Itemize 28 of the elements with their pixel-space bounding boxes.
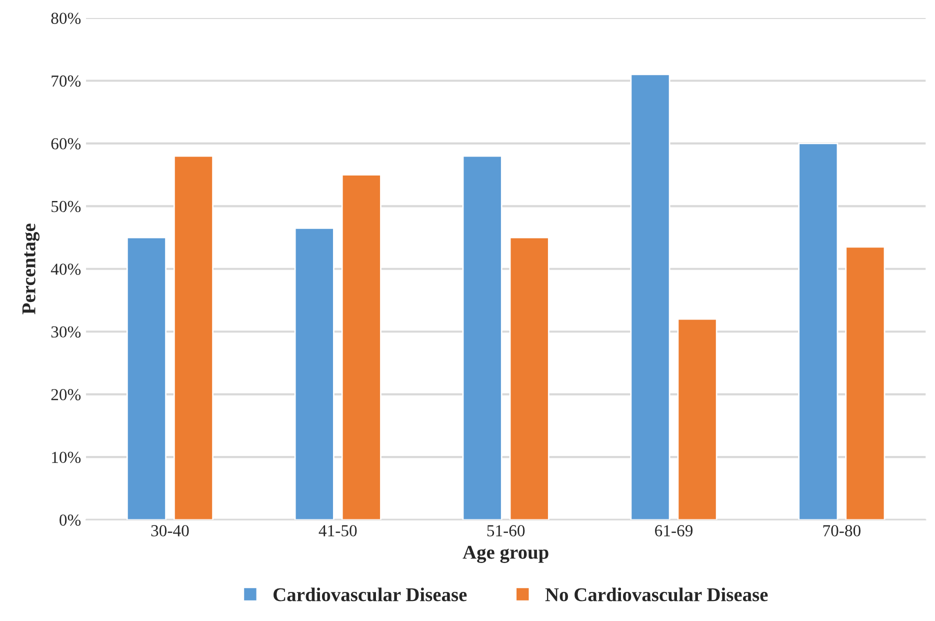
bar [630, 74, 670, 520]
legend-label: Cardiovascular Disease [274, 588, 467, 602]
y-tick-label: 0% [60, 514, 81, 526]
y-tick-label: 80% [51, 12, 81, 24]
bar [126, 236, 166, 520]
bar [341, 174, 382, 520]
y-axis-title: Percentage [22, 224, 40, 314]
x-tick-label: 70-80 [823, 525, 860, 536]
y-tick-label: 70% [52, 75, 81, 87]
x-tick-label: 51-60 [487, 525, 525, 536]
y-tick-label: 60% [51, 138, 81, 150]
y-tick-label: 30% [51, 326, 81, 338]
y-tick-label: 10% [52, 452, 81, 464]
x-axis-title: Age group [462, 546, 548, 563]
bar [845, 246, 886, 520]
bar [173, 155, 214, 520]
bar [294, 227, 334, 520]
bar [798, 142, 838, 520]
x-tick-label: 30-40 [151, 525, 189, 536]
bar [677, 318, 718, 520]
y-tick-label: 20% [51, 389, 81, 400]
legend-label: No Cardiovascular Disease [545, 588, 768, 602]
x-tick-label: 41-50 [318, 525, 357, 536]
bar [509, 236, 550, 520]
bar [462, 155, 502, 520]
y-tick-label: 50% [52, 200, 81, 212]
y-tick-label: 40% [50, 264, 81, 275]
x-tick-label: 61-69 [655, 525, 693, 536]
